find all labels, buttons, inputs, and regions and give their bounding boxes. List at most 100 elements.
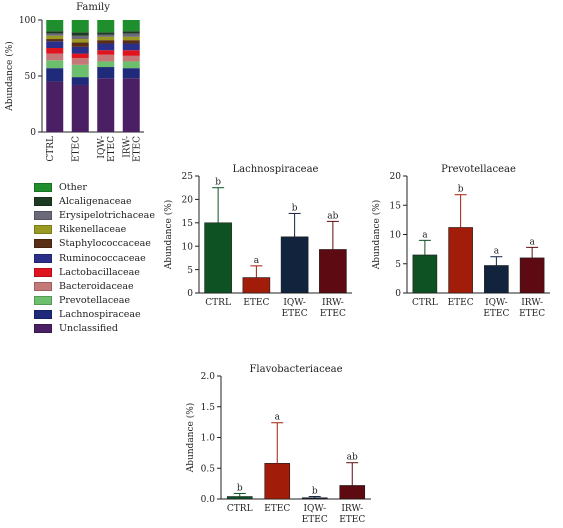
legend-entry: Prevotellaceae: [34, 294, 155, 308]
stacked-bar-segment: [71, 20, 89, 33]
legend-label: Erysipelotrichaceae: [59, 209, 155, 221]
chart-title: Flavobacteriaceae: [249, 364, 342, 375]
significance-letter: a: [275, 413, 281, 423]
bar: [264, 463, 291, 500]
flavobacteriaceae-bar-chart: 0.0 0.5 1.0 1.5 2.0 Flavobacteriaceae Abundanc…: [185, 364, 371, 525]
stacked-bar-segment: [46, 48, 64, 54]
legend-label: Lactobacillaceae: [59, 266, 140, 278]
stacked-bar-segment: [122, 50, 140, 56]
y-tick-label: 0: [395, 289, 401, 299]
x-tick-label: IRW-: [521, 298, 543, 308]
x-tick-label: CTRL: [46, 136, 56, 162]
stacked-bar-segment: [46, 20, 64, 32]
legend-swatch: [34, 310, 52, 320]
x-tick-label: ETEC: [132, 136, 142, 162]
significance-letter: a: [254, 256, 260, 266]
legend-entry: Other: [34, 180, 155, 194]
y-tick-label: 0: [187, 289, 193, 299]
stacked-bar-segment: [71, 46, 89, 54]
legend-swatch: [34, 267, 52, 277]
y-tick-label: 1.5: [201, 403, 216, 413]
stacked-bar-segment: [46, 33, 64, 36]
y-tick-label: 5: [187, 266, 193, 276]
x-tick-label: IRW-: [322, 298, 344, 308]
legend-label: Alcaligenaceae: [59, 195, 132, 207]
legend-entry: Lactobacillaceae: [34, 265, 155, 279]
x-tick-label: CTRL: [412, 298, 438, 308]
x-tick-label: ETEC: [320, 309, 346, 319]
stacked-bar-segment: [97, 32, 115, 35]
bar: [242, 277, 271, 294]
bar: [226, 496, 253, 500]
stacked-bar-segment: [46, 53, 64, 61]
stacked-bar-segment: [122, 78, 140, 132]
y-tick-label: 15: [182, 219, 194, 229]
bar: [204, 222, 232, 294]
legend-swatch: [34, 210, 52, 220]
y-tick-label: 20: [390, 172, 402, 182]
prevotellaceae-bar-chart: 0 5 10 15 20 Prevotellaceae Abundance (%) a b a a C…: [371, 164, 550, 319]
bar: [280, 236, 309, 294]
legend-swatch: [34, 225, 52, 235]
stacked-bar-segment: [97, 40, 115, 44]
legend-entry: Ruminococcaceae: [34, 251, 155, 265]
stacked-bar-segment: [71, 32, 89, 36]
bar: [448, 227, 473, 294]
x-tick-label: CTRL: [227, 504, 253, 514]
x-tick-label: IQW-: [97, 136, 107, 159]
stacked-bar-segment: [46, 81, 64, 132]
stacked-bar-segment: [71, 42, 89, 47]
y-tick-label: 0: [30, 128, 36, 138]
legend-entry: Alcaligenaceae: [34, 194, 155, 208]
y-tick-label: 5: [395, 260, 401, 270]
significance-letter: b: [292, 203, 298, 213]
legend-swatch: [34, 281, 52, 291]
legend-label: Other: [59, 181, 87, 193]
y-tick-label: 20: [182, 196, 194, 206]
y-axis-label: Abundance (%): [185, 403, 196, 474]
x-tick-label: ETEC: [71, 136, 81, 162]
x-tick-label: ETEC: [107, 136, 117, 162]
x-tick-label: CTRL: [205, 298, 231, 308]
stacked-bar-segment: [122, 31, 140, 34]
bar: [519, 257, 545, 294]
x-tick-label: ETEC: [282, 309, 308, 319]
legend-entry: Rikenellaceae: [34, 223, 155, 237]
y-tick-label: 10: [182, 242, 194, 252]
bar: [412, 254, 438, 294]
legend-label: Rikenellaceae: [59, 224, 127, 236]
y-tick-label: 1.0: [201, 434, 216, 444]
stacked-bar-segment: [122, 36, 140, 41]
legend-entry: Bacteroidaceae: [34, 279, 155, 293]
stacked-bar-segment: [97, 43, 115, 51]
stacked-bar-segment: [97, 78, 115, 132]
legend-entry: Lachnospiraceae: [34, 308, 155, 322]
legend-swatch: [34, 182, 52, 192]
legend-swatch: [34, 324, 52, 334]
legend-label: Staphylococcaceae: [59, 238, 151, 250]
x-tick-label: IQW-: [485, 298, 508, 308]
x-tick-label: IRW-: [122, 136, 132, 158]
stacked-bar-segment: [97, 36, 115, 41]
legend-swatch: [34, 253, 52, 263]
stacked-bar-segment: [97, 67, 115, 79]
bar: [339, 485, 366, 500]
legend-entry: Unclassified: [34, 322, 155, 336]
x-tick-label: ETEC: [264, 504, 290, 514]
stacked-bar-segment: [122, 33, 140, 37]
y-tick-label: 2.0: [201, 372, 216, 382]
x-tick-label: ETEC: [448, 298, 474, 308]
family-legend: Other Alcaligenaceae Erysipelotrichaceae Ri…: [34, 180, 155, 336]
x-tick-label: ETEC: [339, 515, 365, 525]
x-tick-label: ETEC: [302, 515, 328, 525]
y-axis-label: Abundance (%): [371, 200, 382, 271]
x-tick-label: IRW-: [341, 504, 363, 514]
stacked-bar-segment: [97, 61, 115, 68]
bar: [319, 249, 347, 294]
y-axis-label: Abundance (%): [4, 41, 15, 112]
stacked-bar-segment: [46, 41, 64, 48]
stacked-bar-segment: [46, 60, 64, 69]
stacked-bar-segment: [46, 31, 64, 34]
